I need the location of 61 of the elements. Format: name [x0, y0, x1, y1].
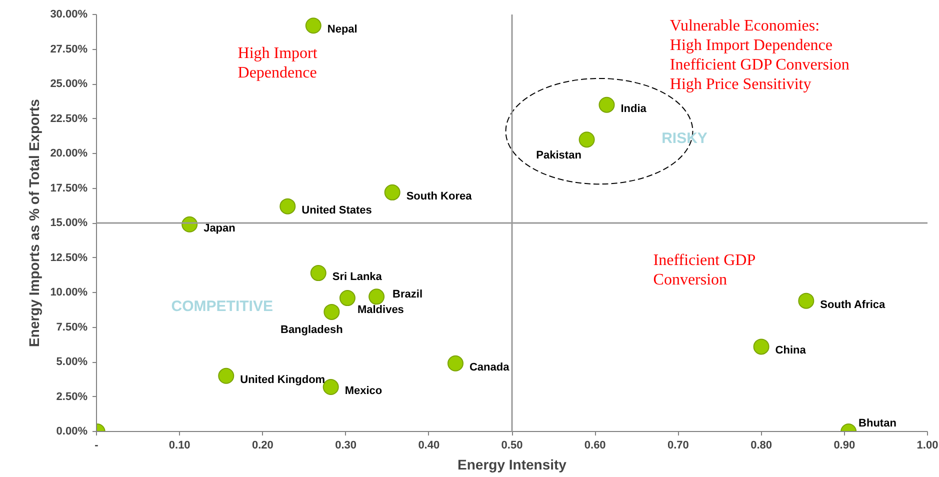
- point: [324, 304, 340, 320]
- x-tick-label: 0.90: [834, 440, 856, 452]
- annotation: Brazil: [392, 288, 423, 301]
- annotation: Inefficient GDP Conversion: [653, 252, 756, 289]
- annotation: High Import Dependence: [238, 45, 318, 82]
- point: [578, 132, 595, 148]
- point: [218, 368, 234, 384]
- point: [310, 265, 326, 282]
- annotation: Pakistan: [536, 150, 582, 162]
- point: [384, 184, 400, 200]
- y-tick-label: 2.50%: [56, 390, 88, 403]
- annotation: Mexico: [344, 385, 382, 398]
- x-tick-label: 0.10: [168, 440, 190, 452]
- annotation: Maldives: [357, 304, 404, 316]
- annotation: South Korea: [406, 190, 473, 202]
- annotation: Canada: [469, 361, 510, 374]
- x-tick-label: 0.80: [750, 440, 772, 452]
- y-tick-label: 7.50%: [56, 321, 88, 334]
- x-tick-label: 0.30: [335, 440, 357, 452]
- annotation: Bhutan: [858, 418, 897, 430]
- x-tick-label: 0.40: [418, 440, 440, 452]
- x-tick-label: 0.50: [501, 440, 523, 452]
- point: [368, 288, 385, 305]
- y-tick-label: 25.00%: [50, 78, 88, 90]
- annotation: RISKY: [662, 130, 708, 147]
- x-tick-label: 0.20: [252, 440, 274, 452]
- annotation: COMPETITIVE: [171, 298, 273, 316]
- y-tick-label: 20.00%: [50, 148, 88, 160]
- annotation: United States: [302, 204, 372, 216]
- point: [339, 290, 356, 306]
- y-tick-label: 10.00%: [50, 286, 88, 298]
- x-tick-label: 1.00: [916, 440, 938, 452]
- point: [598, 96, 615, 113]
- y-tick-label: 0.00%: [56, 426, 88, 438]
- annotation: South Africa: [820, 298, 886, 311]
- annotation: Vulnerable Economies: High Import Dependence Inefficient GDP Conversion High Price Sensitivity: [670, 17, 850, 93]
- annotation: India: [620, 102, 648, 115]
- y-tick-label: 15.00%: [50, 217, 88, 229]
- annotation: Bangladesh: [280, 324, 344, 336]
- point: [305, 18, 322, 34]
- y-tick-label: 27.50%: [50, 43, 88, 56]
- point: [798, 292, 814, 309]
- point: [447, 355, 464, 372]
- annotation: Nepal: [327, 24, 358, 36]
- y-axis-title: Energy Imports as % of Total Exports: [26, 98, 42, 347]
- x-axis-title: Energy Intensity: [458, 456, 567, 472]
- annotation: China: [775, 344, 807, 357]
- x-tick-label: 0.60: [584, 440, 606, 452]
- annotation: Japan: [204, 222, 236, 234]
- y-tick-label: 17.50%: [50, 182, 88, 194]
- point: [753, 338, 770, 355]
- y-tick-label: 12.50%: [50, 252, 88, 264]
- point: [322, 379, 339, 396]
- x-tick-label: 0.70: [667, 440, 689, 452]
- x-tick-label: -: [94, 440, 99, 452]
- y-tick-label: 5.00%: [56, 356, 88, 368]
- annotation: Sri Lanka: [332, 271, 383, 284]
- annotation: United Kingdom: [240, 374, 326, 386]
- y-tick-label: 30.00%: [50, 8, 88, 20]
- y-tick-label: 22.50%: [50, 112, 88, 125]
- point: [280, 198, 296, 214]
